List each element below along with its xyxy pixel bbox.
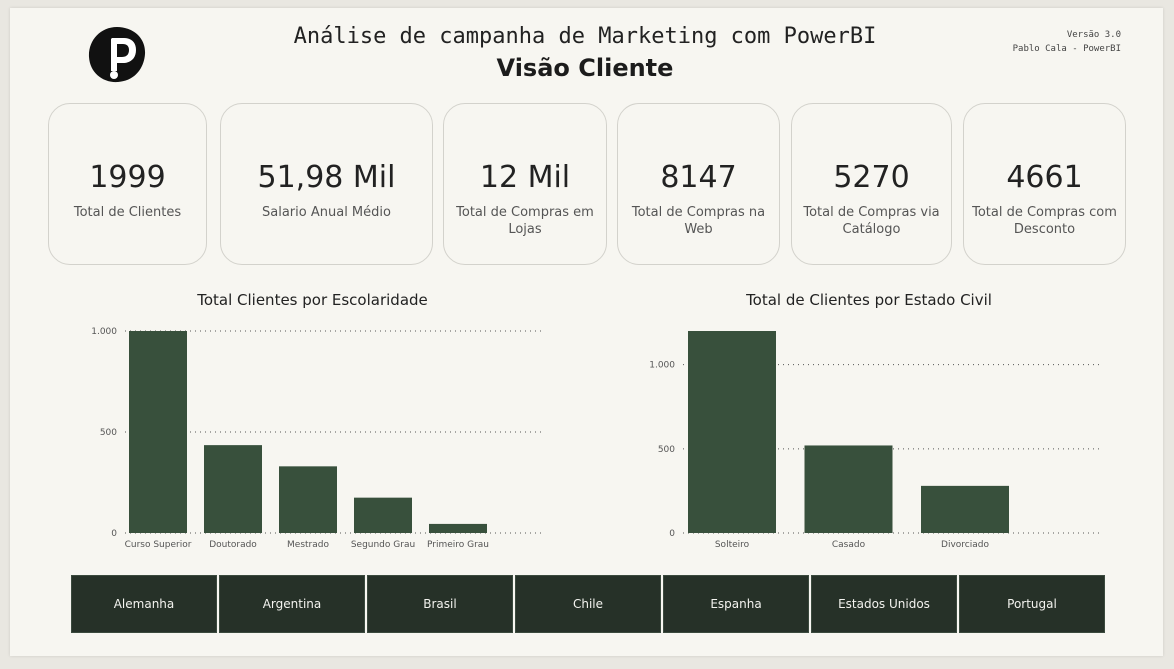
country-tab-argentina[interactable]: Argentina: [219, 575, 365, 633]
country-tab-chile[interactable]: Chile: [515, 575, 661, 633]
report-page: Análise de campanha de Marketing com Pow…: [10, 8, 1163, 656]
kpi-card-compras-catalogo[interactable]: 5270 Total de Compras via Catálogo: [791, 103, 952, 265]
report-title: Análise de campanha de Marketing com Pow…: [293, 24, 877, 49]
kpi-value: 4661: [1006, 160, 1083, 195]
kpi-label: Total de Compras via Catálogo: [803, 205, 940, 237]
bar-solteiro: [688, 331, 776, 533]
chart-title: Total Clientes por Escolaridade: [197, 291, 428, 309]
bar-casado: [804, 445, 893, 533]
country-tab-alemanha[interactable]: Alemanha: [71, 575, 217, 633]
country-slicer: Alemanha Argentina Brasil Chile Espanha …: [71, 575, 1105, 633]
author-label: Pablo Cala - PowerBI: [1012, 44, 1121, 54]
x-tick-label: Divorciado: [941, 540, 989, 550]
country-tab-estados-unidos[interactable]: Estados Unidos: [811, 575, 957, 633]
y-tick-label: 0: [669, 529, 675, 539]
y-tick-label: 1.000: [649, 361, 675, 371]
bar-mestrado: [279, 466, 337, 533]
country-tab-portugal[interactable]: Portugal: [959, 575, 1105, 633]
x-tick-label: Segundo Grau: [351, 540, 415, 550]
chart-estado-civil: Total de Clientes por Estado Civil 1.000…: [638, 291, 1100, 551]
kpi-label: Total de Compras em Lojas: [456, 205, 594, 237]
chart-escolaridade: Total Clientes por Escolaridade 1.000 500…: [80, 291, 545, 551]
y-tick-label: 500: [658, 445, 675, 455]
y-tick-label: 0: [111, 529, 117, 539]
x-tick-label: Primeiro Grau: [427, 540, 489, 550]
x-tick-label: Mestrado: [287, 540, 329, 550]
kpi-value: 5270: [833, 160, 910, 195]
powerbi-logo-icon: [88, 27, 146, 83]
bar-curso-superior: [129, 331, 187, 533]
kpi-value: 51,98 Mil: [257, 160, 396, 195]
version-label: Versão 3.0: [1066, 30, 1121, 40]
kpi-card-total-clientes[interactable]: 1999 Total de Clientes: [48, 103, 207, 265]
kpi-value: 1999: [89, 160, 166, 195]
kpi-label: Total de Compras com Desconto: [972, 205, 1117, 237]
kpi-label: Salario Anual Médio: [262, 205, 391, 220]
country-tab-brasil[interactable]: Brasil: [367, 575, 513, 633]
bar-segundo-grau: [354, 497, 412, 533]
x-tick-label: Solteiro: [715, 540, 750, 550]
kpi-card-compras-lojas[interactable]: 12 Mil Total de Compras em Lojas: [443, 103, 607, 265]
kpi-label: Total de Compras na Web: [631, 205, 766, 237]
report-subtitle: Visão Cliente: [496, 54, 674, 82]
country-tab-espanha[interactable]: Espanha: [663, 575, 809, 633]
bar-primeiro-grau: [429, 523, 487, 533]
y-tick-label: 1.000: [91, 327, 117, 337]
chart-title: Total de Clientes por Estado Civil: [746, 291, 992, 309]
kpi-card-compras-web[interactable]: 8147 Total de Compras na Web: [617, 103, 780, 265]
kpi-value: 8147: [660, 160, 737, 195]
chart-escolaridade-svg: 1.000 500 0 Curso Superior Doutorado Mestrado…: [91, 327, 545, 550]
bar-divorciado: [921, 485, 1009, 533]
x-tick-label: Casado: [832, 540, 866, 550]
chart-estado-civil-svg: 1.000 500 0 Solteiro Casado Divorciado: [649, 331, 1100, 550]
x-tick-label: Curso Superior: [125, 540, 192, 550]
kpi-value: 12 Mil: [479, 160, 571, 195]
y-tick-label: 500: [100, 428, 117, 438]
kpi-card-compras-desconto[interactable]: 4661 Total de Compras com Desconto: [963, 103, 1126, 265]
bar-doutorado: [204, 445, 262, 533]
x-tick-label: Doutorado: [209, 540, 257, 550]
version-info: Versão 3.0 Pablo Cala - PowerBI: [1013, 28, 1121, 56]
kpi-card-salario-anual[interactable]: 51,98 Mil Salario Anual Médio: [220, 103, 433, 265]
kpi-label: Total de Clientes: [73, 205, 182, 220]
